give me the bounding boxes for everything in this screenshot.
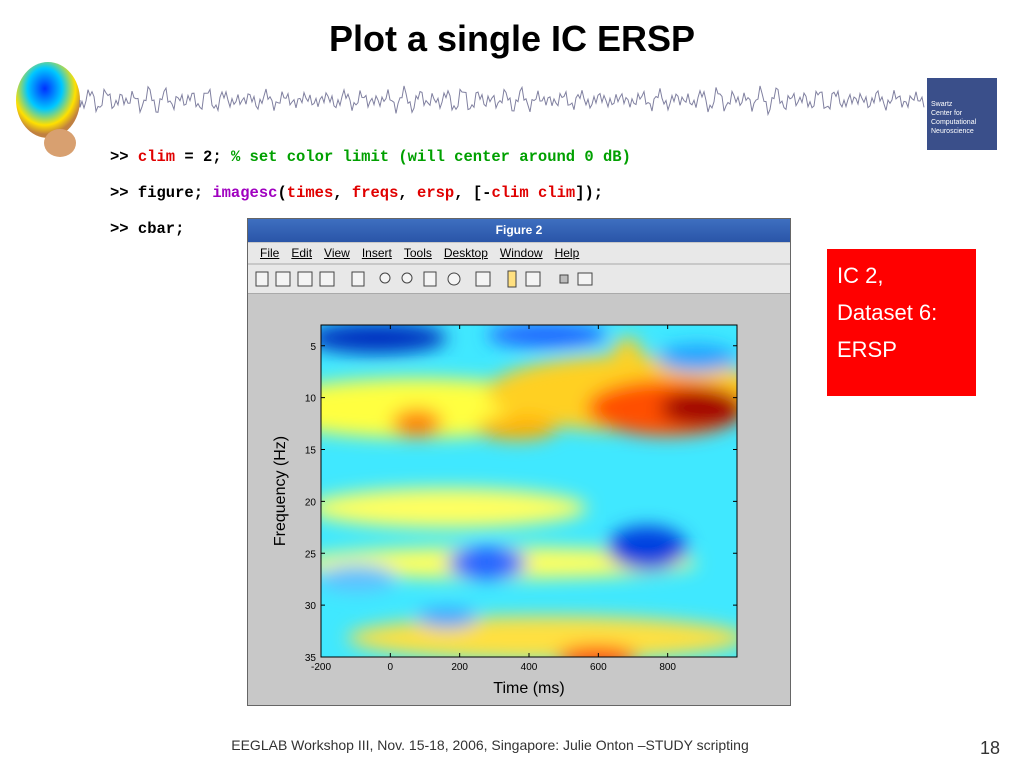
y-tick-label: 10 — [305, 394, 317, 405]
tool-button[interactable] — [275, 271, 291, 287]
ersp-plot: -200 0 200 400 600 800 5 10 15 20 25 30 35 Time (ms) F… — [272, 324, 738, 697]
x-tick-label: 400 — [521, 662, 538, 673]
code-token: >> — [110, 148, 138, 166]
menu-item[interactable]: File — [260, 246, 280, 260]
callout-text: ERSP — [837, 337, 897, 362]
tool-button[interactable] — [319, 271, 335, 287]
x-axis-label: Time (ms) — [493, 680, 564, 697]
tool-button[interactable] — [379, 272, 391, 284]
menu-item[interactable]: Desktop — [443, 246, 488, 260]
slide-title: Plot a single IC ERSP — [328, 18, 696, 59]
menu-item[interactable]: Window — [499, 246, 543, 260]
tool-button[interactable] — [559, 274, 569, 284]
footer: EEGLAB Workshop III, Nov. 15-18, 2006, S… — [231, 737, 749, 753]
code-token: times — [286, 184, 334, 202]
decoration — [16, 62, 925, 157]
menu-item[interactable]: Edit — [291, 246, 313, 260]
code-token: freqs — [351, 184, 399, 202]
menu-bar: File Edit View Insert Tools Desktop Window Help — [248, 243, 790, 263]
code-token: ( — [277, 184, 287, 202]
window-title: Figure 2 — [248, 219, 790, 242]
code-token: clim — [537, 184, 576, 202]
logo-text: Computational — [931, 119, 977, 126]
logo-text: Swartz — [931, 101, 953, 108]
code-token: clim — [491, 184, 529, 202]
code-line: >> figure; imagesc(times, freqs, ersp, [… — [110, 184, 603, 202]
toolbar — [248, 265, 790, 294]
logo-text: Neuroscience — [931, 128, 974, 135]
x-tick-label: 0 — [388, 662, 394, 673]
x-tick-label: -200 — [311, 662, 331, 673]
tool-button[interactable] — [577, 272, 593, 286]
code-token: = 2; — [175, 148, 231, 166]
tool-button[interactable] — [297, 271, 313, 287]
code-token: imagesc — [212, 184, 278, 202]
logo: Swartz Center for Computational Neurosci… — [927, 78, 997, 150]
code-token: , — [398, 184, 418, 202]
toolbar-icons — [255, 270, 593, 288]
menu-item[interactable]: Tools — [403, 246, 432, 260]
logo-text: Center for — [931, 110, 963, 117]
y-tick-label: 35 — [305, 653, 317, 664]
tool-button[interactable] — [255, 271, 269, 287]
ersp-image — [321, 325, 737, 657]
x-tick-label: 800 — [659, 662, 676, 673]
y-tick-label: 5 — [310, 342, 316, 353]
code-token: clim — [137, 148, 176, 166]
tool-button[interactable] — [525, 271, 541, 287]
page-number: 18 — [980, 738, 1001, 758]
head-icon — [16, 62, 80, 138]
code-token: >> figure; — [110, 184, 213, 202]
tool-button[interactable] — [423, 271, 437, 287]
menu-item[interactable]: Help — [554, 246, 580, 260]
y-tick-label: 20 — [305, 497, 317, 508]
code-line: >> cbar; — [110, 220, 184, 238]
y-tick-label: 30 — [305, 601, 317, 612]
code-token: >> cbar; — [110, 220, 185, 238]
tool-button[interactable] — [475, 271, 491, 287]
x-tick-label: 200 — [451, 662, 468, 673]
callout: IC 2, Dataset 6: ERSP — [827, 249, 976, 396]
callout-text: IC 2, — [837, 263, 884, 288]
eeg-trace — [79, 85, 925, 117]
code-token: , — [333, 184, 352, 202]
tool-button[interactable] — [507, 270, 517, 288]
tool-button[interactable] — [401, 272, 413, 284]
y-axis-label: Frequency (Hz) — [272, 436, 289, 546]
y-tick-label: 15 — [305, 446, 317, 457]
tool-button[interactable] — [447, 272, 461, 286]
x-tick-label: 600 — [590, 662, 607, 673]
y-tick-label: 25 — [305, 549, 317, 560]
code-token: ]); — [575, 184, 604, 202]
menu-item[interactable]: Insert — [361, 246, 392, 260]
code-token: , [- — [454, 184, 492, 202]
callout-text: Dataset 6: — [837, 300, 938, 325]
code-token — [529, 184, 538, 202]
code-token: % set color limit (will center around 0 … — [230, 148, 631, 166]
tool-button[interactable] — [351, 271, 365, 287]
head-icon — [44, 129, 76, 157]
menu-item[interactable]: View — [324, 246, 350, 260]
code-line: >> clim = 2; % set color limit (will cen… — [110, 148, 631, 166]
code-token: ersp — [417, 184, 455, 202]
